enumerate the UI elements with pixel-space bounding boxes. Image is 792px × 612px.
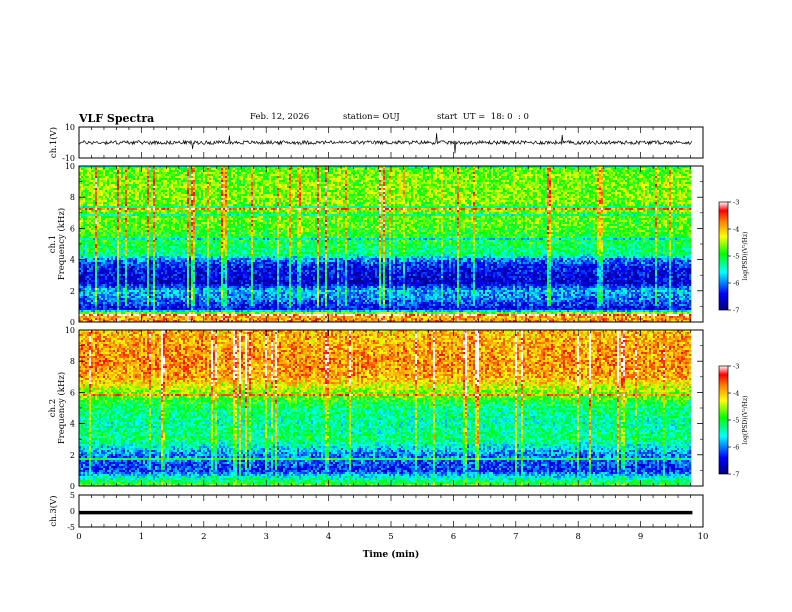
colorbar-label: log(PSD)(V²/Hz)	[742, 232, 749, 281]
y-tick-label: -5	[67, 523, 75, 532]
y-axis-label: Frequency (kHz)	[56, 372, 67, 444]
x-tick-label: 4	[326, 532, 331, 542]
colorbars: -3 -4 -5 -6 -7 log(PSD)(V²/Hz) -3 -4 -5 -6 -7 log(P…	[719, 199, 749, 479]
y-tick-label: 10	[65, 123, 75, 132]
colorbar-tick-label: -4	[733, 226, 739, 234]
colorbar	[719, 202, 728, 310]
y-tick-label: 8	[70, 193, 75, 202]
y-tick-label: 2	[70, 451, 75, 460]
ch1-trace	[79, 133, 692, 153]
y-tick-label: 10	[65, 162, 75, 171]
x-axis-label: Time (min)	[363, 549, 420, 560]
x-tick-label: 6	[451, 532, 456, 542]
spectrogram-image	[79, 166, 691, 322]
y-tick-label: 6	[70, 388, 75, 397]
colorbar-tick-label: -3	[733, 199, 739, 207]
y-tick-label: 5	[70, 491, 75, 500]
colorbar-label: log(PSD)(V²/Hz)	[742, 396, 749, 445]
x-tick-label: 10	[698, 532, 709, 542]
colorbar-tick-label: -6	[733, 280, 739, 288]
y-tick-label: 6	[70, 224, 75, 233]
colorbar-tick-label: -4	[733, 390, 739, 398]
y-tick-label: 0	[70, 482, 75, 491]
colorbar-tick-label: -7	[733, 471, 739, 479]
colorbar-tick-label: -3	[733, 363, 739, 371]
x-tick-label: 7	[513, 532, 518, 542]
colorbar	[719, 366, 728, 474]
y-tick-label: 10	[65, 326, 75, 335]
spectrogram-image	[79, 330, 691, 486]
x-tick-label: 8	[575, 532, 580, 542]
y-tick-label: 4	[70, 420, 75, 429]
x-tick-label: 9	[638, 532, 643, 542]
x-tick-label: 5	[388, 532, 393, 542]
x-tick-label: 0	[76, 532, 81, 542]
y-axis-label: ch.3(V)	[48, 495, 59, 526]
colorbar-tick-label: -5	[733, 417, 739, 425]
x-tick-label: 3	[263, 532, 268, 542]
x-tick-label: 2	[201, 532, 206, 542]
colorbar-tick-label: -6	[733, 444, 739, 452]
y-axis-label: Frequency (kHz)	[56, 208, 67, 280]
colorbar-tick-label: -7	[733, 307, 739, 315]
y-tick-label: 0	[70, 507, 75, 516]
y-tick-label: 2	[70, 287, 75, 296]
y-tick-label: 8	[70, 357, 75, 366]
y-axis-label: ch.1(V)	[48, 127, 59, 158]
x-tick-label: 1	[139, 532, 144, 542]
y-tick-label: 4	[70, 256, 75, 265]
colorbar-tick-label: -5	[733, 253, 739, 261]
